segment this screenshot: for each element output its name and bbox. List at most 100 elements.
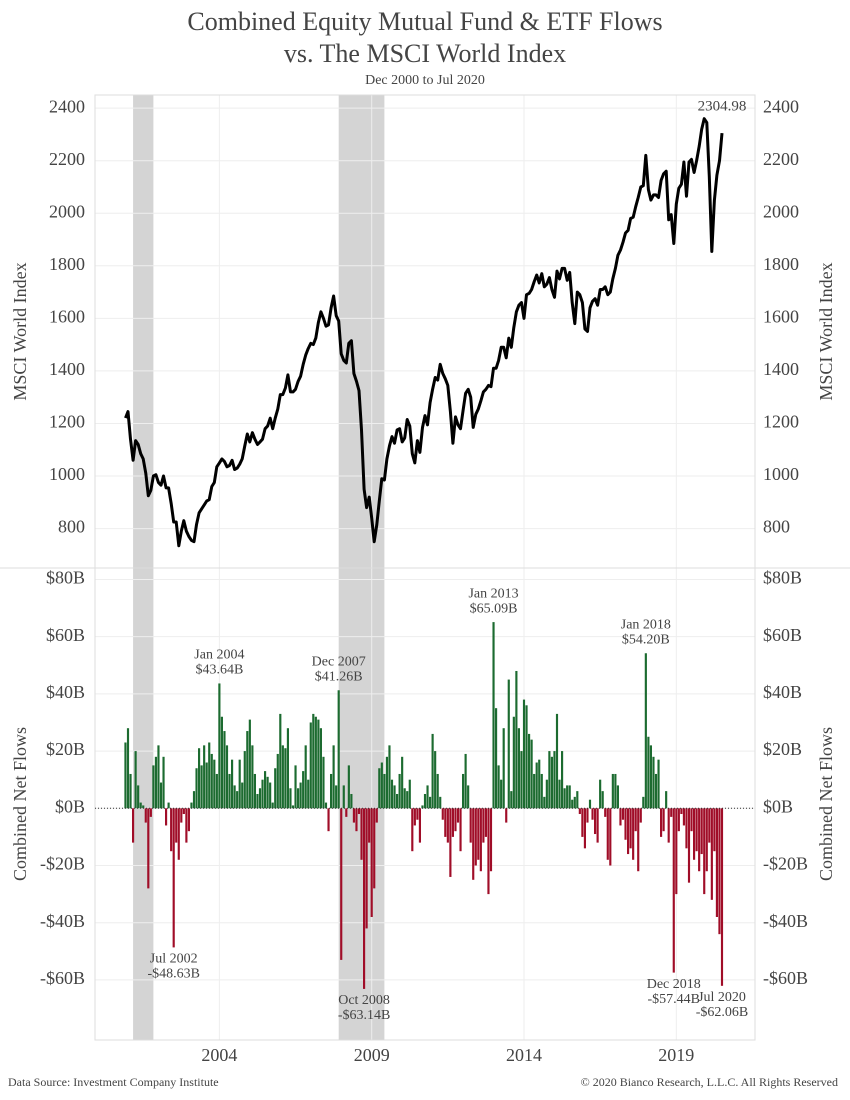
bar — [230, 759, 234, 809]
y2-tick-label: $0B — [763, 796, 793, 816]
bar — [256, 793, 259, 809]
bar — [654, 773, 658, 809]
bar — [182, 808, 185, 815]
bar — [421, 805, 424, 809]
bar — [375, 808, 378, 823]
bar — [269, 782, 272, 809]
bar — [713, 808, 716, 852]
y2-tick-label: 800 — [763, 517, 790, 537]
bar — [710, 808, 713, 900]
bar — [383, 773, 386, 809]
bar — [456, 808, 460, 823]
bar — [197, 748, 201, 809]
bar — [170, 808, 173, 852]
bar — [296, 788, 300, 809]
y2-tick-label: $80B — [763, 568, 802, 588]
recession-shading — [338, 568, 385, 1040]
bar — [439, 796, 442, 809]
bar — [515, 670, 518, 809]
bar — [327, 808, 330, 832]
bar — [373, 808, 376, 889]
bar — [659, 808, 663, 837]
bar — [469, 808, 472, 843]
bar — [566, 785, 569, 809]
bar — [332, 745, 335, 809]
annotation-value: $54.20B — [622, 632, 670, 647]
y2-tick-label: 1000 — [763, 464, 799, 484]
bar — [142, 805, 145, 809]
bar — [147, 808, 150, 889]
y2-tick-label: 1600 — [763, 306, 799, 326]
y-tick-label: $60B — [46, 625, 85, 645]
y2-tick-label: -$20B — [763, 854, 808, 874]
bar — [195, 768, 198, 809]
bar — [154, 756, 158, 809]
bar — [185, 808, 188, 843]
bar — [218, 683, 221, 809]
bar — [606, 808, 609, 860]
recession-shading — [338, 95, 385, 568]
y-tick-label: -$40B — [40, 911, 85, 931]
bar — [530, 739, 533, 809]
value-annotation: 2304.98 — [698, 98, 747, 114]
annotation-date: Jul 2002 — [150, 952, 198, 967]
bar — [591, 808, 594, 820]
bar — [385, 756, 389, 809]
bar — [238, 759, 241, 809]
bar — [340, 808, 343, 960]
bar — [632, 808, 635, 860]
bar — [692, 808, 696, 860]
bar — [484, 808, 488, 837]
y2-tick-label: -$40B — [763, 911, 808, 931]
bar — [614, 773, 617, 809]
chart-title: vs. The MSCI World Index — [284, 39, 566, 68]
x-tick-label: 2019 — [658, 1045, 694, 1065]
bar — [215, 773, 218, 809]
bar — [289, 788, 292, 809]
bar — [223, 731, 226, 809]
y-tick-label: $40B — [46, 682, 85, 702]
bar — [487, 808, 490, 895]
bar — [609, 808, 612, 866]
y2-axis-label: Combined Net Flows — [816, 727, 836, 881]
bar — [416, 808, 419, 820]
bar — [682, 808, 686, 826]
bar — [670, 808, 673, 817]
bar — [271, 802, 274, 809]
bar — [444, 808, 447, 837]
bar — [642, 796, 645, 809]
bar — [560, 751, 564, 809]
bar — [619, 808, 622, 826]
annotation-value: -$62.06B — [696, 1005, 749, 1020]
bar — [192, 791, 196, 809]
bar — [467, 785, 470, 809]
bar — [281, 745, 284, 809]
bar — [441, 808, 444, 820]
bar — [535, 762, 538, 809]
bar — [357, 808, 361, 815]
bar — [695, 808, 698, 852]
annotation-date: Jan 2018 — [621, 617, 671, 632]
bar — [233, 785, 236, 809]
y-axis-label: Combined Net Flows — [10, 727, 30, 881]
bar — [629, 808, 632, 849]
bar — [505, 808, 508, 823]
bar — [576, 791, 579, 809]
y-tick-label: -$60B — [40, 968, 85, 988]
bar — [647, 736, 650, 809]
bar — [213, 759, 216, 809]
bar — [616, 785, 620, 809]
bar — [665, 791, 668, 809]
y-tick-label: 2400 — [49, 96, 85, 116]
bar — [299, 782, 302, 809]
bar — [225, 745, 229, 809]
bar — [715, 808, 719, 917]
bar — [596, 808, 599, 843]
bar — [274, 768, 277, 809]
y-tick-label: 1800 — [49, 254, 85, 274]
bar — [350, 793, 353, 809]
bar — [368, 808, 371, 843]
annotation-date: Oct 2008 — [338, 993, 390, 1008]
bar — [685, 808, 688, 849]
